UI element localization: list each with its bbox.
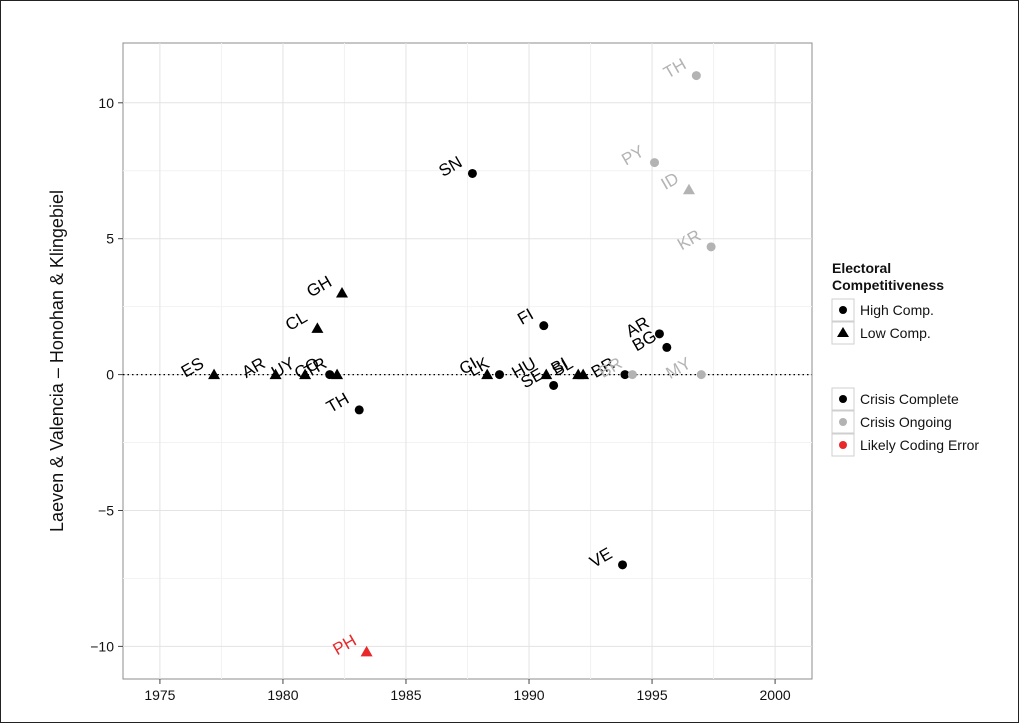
x-tick-label: 1985 [390, 687, 421, 703]
legend-shape-title-line2: Competitiveness [832, 277, 944, 293]
point-cl [311, 322, 324, 333]
legend-crisis-ongoing-label: Crisis Ongoing [860, 414, 952, 430]
point-br [627, 370, 637, 380]
point-sn [467, 168, 477, 178]
point-gh [336, 287, 349, 298]
legend-circle-icon [839, 306, 847, 314]
x-tick-label: 1975 [144, 687, 175, 703]
y-tick-label: 10 [98, 95, 114, 111]
legend-error-icon [839, 441, 847, 449]
legend-triangle-icon [837, 327, 849, 337]
legend-ongoing-icon [839, 418, 847, 426]
point-br [620, 370, 630, 380]
point-kr [706, 242, 716, 252]
point-co [325, 370, 335, 380]
y-axis-ticks: −10 −5 0 5 10 [90, 95, 123, 654]
y-tick-label: −5 [98, 502, 114, 518]
point-my [696, 370, 706, 380]
point-hu [540, 368, 553, 380]
point-py [650, 158, 660, 168]
point-bg [662, 342, 672, 352]
legend-shape-title-line1: Electoral [832, 260, 891, 276]
point-lk [494, 370, 504, 380]
x-tick-label: 1990 [513, 687, 544, 703]
x-tick-label: 1980 [267, 687, 298, 703]
point-ve [618, 560, 628, 570]
legend-color: Crisis Complete Crisis Ongoing Likely Co… [831, 387, 979, 457]
point-ph [360, 645, 373, 657]
x-axis-ticks: 1975 1980 1985 1990 1995 2000 [144, 679, 791, 703]
y-tick-label: 0 [106, 367, 114, 383]
point-th [354, 405, 364, 415]
point-id [682, 183, 695, 195]
point-es [208, 368, 221, 380]
legend-high-comp-label: High Comp. [860, 302, 934, 318]
legend-shape: Electoral Competitiveness High Comp. Low… [831, 260, 944, 345]
data-points [208, 71, 716, 657]
point-fi [539, 321, 549, 331]
legend-low-comp-label: Low Comp. [860, 325, 931, 341]
point-se [549, 380, 559, 390]
x-tick-label: 1995 [636, 687, 667, 703]
point-tr [331, 368, 344, 380]
legend-coding-error-label: Likely Coding Error [860, 437, 979, 453]
legend-crisis-complete-label: Crisis Complete [860, 391, 959, 407]
point-ar [654, 329, 664, 339]
legend-complete-icon [839, 395, 847, 403]
x-tick-label: 2000 [760, 687, 791, 703]
point-ar [269, 368, 282, 380]
y-tick-label: −10 [90, 638, 114, 654]
point-sl [577, 368, 590, 380]
y-tick-label: 5 [106, 231, 114, 247]
point-th [691, 71, 701, 81]
point-ci [481, 368, 494, 380]
grid [123, 43, 812, 679]
point-uy [299, 368, 312, 380]
y-axis-label: Laeven & Valencia – Honohan & Klingebiel [47, 190, 67, 532]
